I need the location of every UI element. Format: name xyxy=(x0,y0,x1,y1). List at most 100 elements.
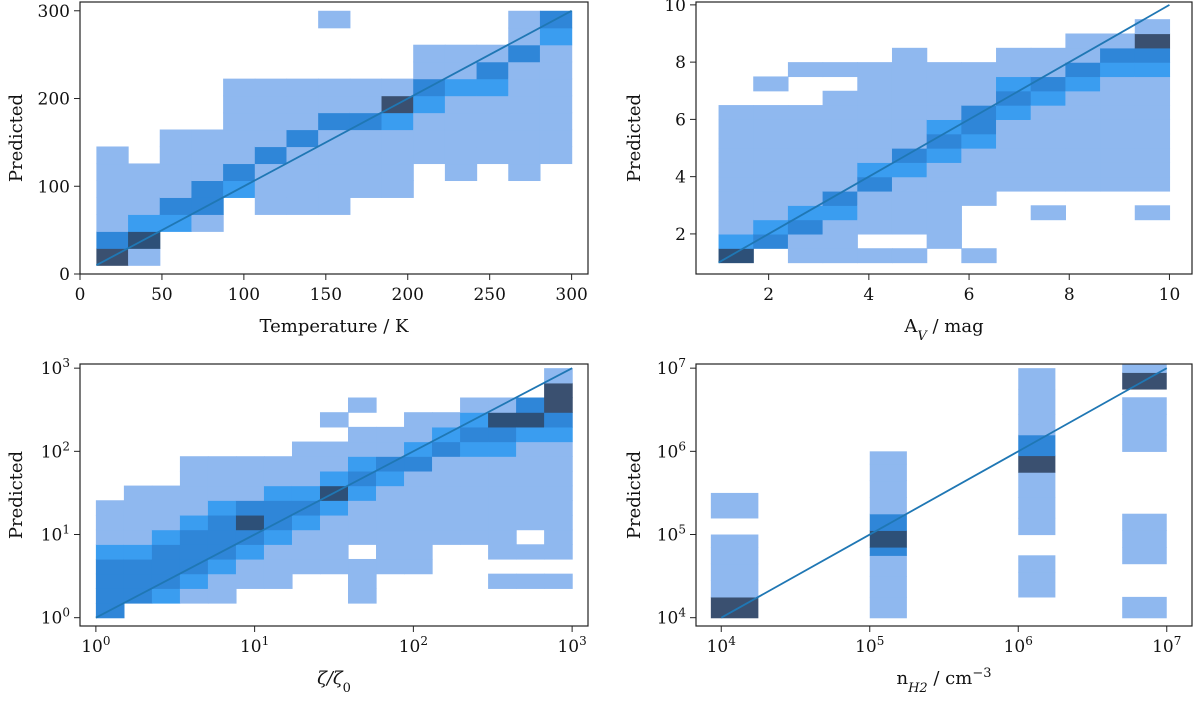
x-tick-label: 101 xyxy=(240,634,269,657)
heatmap-cell xyxy=(539,44,573,63)
heatmap-cell xyxy=(1030,47,1066,63)
heatmap-cell xyxy=(718,176,754,192)
heatmap-cell xyxy=(1030,148,1066,163)
heatmap-cell xyxy=(413,112,446,131)
heatmap-cell xyxy=(488,441,517,457)
heatmap-cell xyxy=(460,514,489,531)
heatmap-cell xyxy=(488,544,517,560)
heatmap-cell xyxy=(961,90,997,106)
heatmap-cell xyxy=(318,163,351,182)
y-tick-label: 101 xyxy=(41,523,70,546)
heatmap-cell xyxy=(961,162,997,178)
heatmap-cell xyxy=(96,214,129,232)
heatmap-cell xyxy=(476,112,509,131)
heatmap-cell xyxy=(1100,62,1136,78)
panel-density: 104 105 106 107 104 105 106 107 nH2 / cm−3 Pre… xyxy=(624,356,1193,696)
heatmap-cell xyxy=(96,231,129,249)
heatmap-cell xyxy=(348,456,377,472)
heatmap-cell xyxy=(349,129,383,148)
heatmap-cell xyxy=(926,176,962,192)
heatmap-cell xyxy=(996,105,1032,120)
x-tick-label: 6 xyxy=(964,285,975,305)
heatmap-cell xyxy=(753,148,789,163)
heatmap-cell xyxy=(857,205,893,221)
heatmap-cell xyxy=(488,456,517,472)
heatmap-cell xyxy=(1100,47,1136,63)
heatmap-cell xyxy=(891,76,928,92)
heatmap-cell xyxy=(404,514,433,531)
heatmap-cell xyxy=(381,112,414,131)
y-tick-label: 200 xyxy=(38,90,70,110)
heatmap-cell xyxy=(1018,388,1056,415)
heatmap-cell xyxy=(1030,133,1066,149)
heatmap-cell xyxy=(263,573,293,589)
heatmap-cell xyxy=(857,162,893,178)
x-tick-label: 105 xyxy=(855,634,884,657)
heatmap-cell xyxy=(291,441,321,457)
heatmap-cell xyxy=(1122,596,1167,619)
heatmap-cell xyxy=(432,514,461,531)
y-ticks: 2 4 6 8 10 xyxy=(664,0,696,245)
heatmap-cell xyxy=(432,500,461,516)
heatmap-cell xyxy=(179,456,209,472)
heatmap-cell xyxy=(1065,176,1101,192)
heatmap-cell xyxy=(753,233,789,249)
heatmap-cell xyxy=(413,61,446,80)
heatmap-cell xyxy=(1065,105,1101,120)
heatmap-cells xyxy=(710,364,1167,619)
heatmap-cell xyxy=(996,119,1032,135)
heatmap-cell xyxy=(263,558,293,575)
heatmap-cell xyxy=(516,485,545,501)
heatmap-cell xyxy=(869,530,907,548)
heatmap-cell xyxy=(404,456,433,472)
heatmap-cell xyxy=(857,105,893,120)
heatmap-cell xyxy=(996,162,1032,178)
heatmap-cell xyxy=(413,95,446,114)
heatmap-cell xyxy=(96,197,129,215)
heatmap-cell xyxy=(223,95,256,114)
heatmap-cell xyxy=(710,546,759,565)
heatmap-cell xyxy=(291,529,321,545)
heatmap-cell xyxy=(516,544,545,560)
heatmap-cell xyxy=(263,470,293,487)
heatmap-cell xyxy=(1134,76,1171,92)
heatmap-cell xyxy=(544,529,573,545)
heatmap-cell xyxy=(488,573,517,589)
heatmap-cell xyxy=(710,596,759,619)
heatmap-cell xyxy=(753,190,789,206)
x-axis-label: nH2 / cm−3 xyxy=(896,666,991,696)
heatmap-cell xyxy=(286,95,319,114)
heatmap-cell xyxy=(319,544,349,560)
heatmap-cell xyxy=(1030,105,1066,120)
heatmap-cell xyxy=(460,485,489,501)
heatmap-cell xyxy=(207,500,237,516)
y-tick-label: 103 xyxy=(41,356,70,379)
heatmap-cell xyxy=(286,180,319,198)
heatmap-cell xyxy=(516,573,545,589)
heatmap-cell xyxy=(508,112,541,131)
heatmap-cell xyxy=(857,119,893,135)
heatmap-cell xyxy=(319,470,349,487)
heatmap-cell xyxy=(404,426,433,443)
heatmap-cell xyxy=(822,133,858,149)
axes-frame xyxy=(79,1,589,275)
heatmap-cell xyxy=(544,441,573,457)
heatmap-cell xyxy=(508,95,541,114)
heatmap-cell xyxy=(1030,90,1066,106)
heatmap-cell xyxy=(318,146,351,165)
heatmap-cell xyxy=(381,129,414,148)
heatmap-cell xyxy=(376,470,405,487)
heatmap-cell xyxy=(753,205,789,221)
heatmap-cell xyxy=(869,576,907,598)
heatmap-cell xyxy=(151,514,181,531)
heatmap-cell xyxy=(286,163,319,182)
heatmap-cell xyxy=(1065,33,1101,49)
heatmap-cell xyxy=(235,500,265,516)
heatmap-cell xyxy=(207,588,237,604)
heatmap-cell xyxy=(1065,148,1101,163)
heatmap-cell xyxy=(235,558,265,575)
heatmap-cell xyxy=(822,190,858,206)
heatmap-cell xyxy=(207,485,237,501)
y-ticks: 100 101 102 103 xyxy=(41,356,80,629)
axes-frame xyxy=(695,363,1193,627)
